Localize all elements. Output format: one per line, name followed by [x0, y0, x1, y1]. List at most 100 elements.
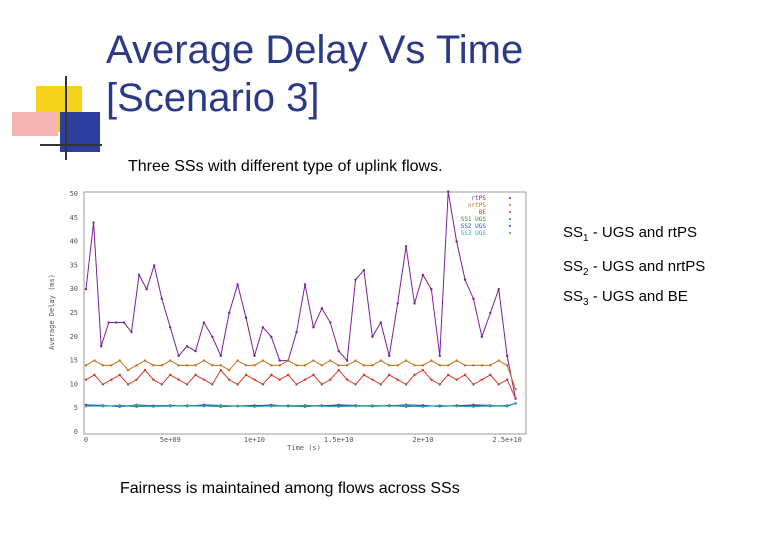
- data-point: [438, 383, 441, 386]
- data-point: [497, 359, 500, 362]
- data-point: [286, 373, 290, 377]
- x-tick-label: 5e+09: [160, 436, 181, 444]
- data-point: [152, 378, 155, 381]
- legend-entry: SS1 UGS: [461, 216, 487, 223]
- slide-title: Average Delay Vs Time [Scenario 3]: [106, 26, 666, 122]
- data-point: [472, 403, 475, 407]
- x-tick-label: 1e+10: [244, 436, 265, 444]
- data-point: [219, 404, 222, 407]
- data-point: [101, 404, 105, 408]
- data-point: [379, 321, 383, 324]
- data-point: [152, 364, 155, 367]
- legend-marker: [509, 218, 511, 220]
- data-point: [169, 359, 172, 362]
- data-point: [345, 364, 349, 367]
- data-point: [118, 404, 121, 408]
- accent-vertical-line: [65, 76, 67, 160]
- ss2-description: SS2 - UGS and nrtPS: [563, 258, 706, 278]
- data-point: [194, 349, 197, 353]
- data-point: [489, 364, 492, 367]
- data-point: [93, 373, 96, 377]
- data-point: [295, 364, 298, 367]
- data-point: [253, 405, 256, 408]
- data-point: [354, 278, 357, 281]
- data-point: [371, 378, 374, 381]
- data-point: [261, 359, 265, 362]
- legend-entry: SS3 UGS: [461, 230, 487, 237]
- data-point: [438, 404, 441, 407]
- data-point: [396, 364, 399, 367]
- data-point: [455, 240, 458, 243]
- data-point: [413, 302, 416, 305]
- data-point: [211, 364, 214, 367]
- data-point: [455, 359, 458, 362]
- data-point: [362, 268, 366, 272]
- data-point: [413, 364, 416, 367]
- y-tick-label: 30: [70, 285, 78, 293]
- data-point: [354, 404, 357, 408]
- data-point: [337, 368, 340, 372]
- data-point: [312, 326, 315, 329]
- data-point: [185, 383, 189, 386]
- data-point: [227, 311, 231, 315]
- data-point: [202, 321, 206, 324]
- data-point: [438, 354, 441, 358]
- legend-marker: [509, 211, 511, 213]
- data-point: [130, 330, 133, 334]
- data-point: [396, 378, 399, 381]
- series-lines: [84, 190, 517, 408]
- data-point: [497, 383, 500, 386]
- x-tick-label: 2.5e+10: [492, 436, 522, 444]
- x-axis-label: Time (s): [287, 444, 321, 452]
- data-point: [312, 373, 315, 377]
- x-tick-label: 1.5e+10: [324, 436, 354, 444]
- data-point: [404, 404, 408, 408]
- data-point: [505, 364, 509, 367]
- x-axis-ticks: 0 5e+09 1e+10 1.5e+10 2e+10 2.5e+10: [84, 436, 522, 444]
- data-point: [472, 297, 475, 300]
- data-point: [514, 387, 517, 391]
- data-point: [362, 364, 366, 367]
- data-point: [115, 321, 118, 324]
- data-point: [219, 364, 222, 367]
- data-point: [270, 373, 273, 377]
- data-point: [404, 383, 408, 386]
- data-point: [345, 378, 349, 381]
- data-point: [497, 288, 500, 291]
- data-point: [329, 359, 332, 362]
- data-point: [244, 373, 248, 377]
- y-tick-label: 0: [74, 428, 78, 436]
- data-point: [388, 405, 391, 408]
- legend-entry: nrtPS: [468, 202, 486, 209]
- y-axis-ticks: 0 5 10 15 20 25 30 35 40 45 50: [70, 190, 78, 436]
- data-point: [135, 404, 138, 407]
- series-line-be: [85, 369, 517, 399]
- data-point: [152, 405, 155, 408]
- data-point: [421, 368, 425, 372]
- data-point: [388, 373, 391, 377]
- data-point: [219, 368, 222, 372]
- y-tick-label: 25: [70, 309, 78, 317]
- data-point: [169, 326, 172, 329]
- y-tick-label: 5: [74, 404, 78, 412]
- data-point: [345, 359, 349, 362]
- data-point: [455, 378, 458, 381]
- data-point: [430, 378, 433, 381]
- data-point: [194, 364, 197, 367]
- data-point: [371, 335, 374, 338]
- data-point: [505, 404, 509, 407]
- data-point: [430, 359, 433, 362]
- data-point: [84, 405, 88, 408]
- data-point: [455, 405, 458, 408]
- data-point: [122, 321, 126, 324]
- data-point: [286, 404, 290, 407]
- data-point: [295, 383, 298, 386]
- data-point: [421, 405, 425, 408]
- data-point: [388, 354, 391, 358]
- y-tick-label: 35: [70, 261, 78, 269]
- data-point: [270, 404, 273, 408]
- data-point: [371, 404, 374, 407]
- data-point: [379, 359, 383, 362]
- data-point: [320, 383, 324, 386]
- data-point: [480, 335, 484, 338]
